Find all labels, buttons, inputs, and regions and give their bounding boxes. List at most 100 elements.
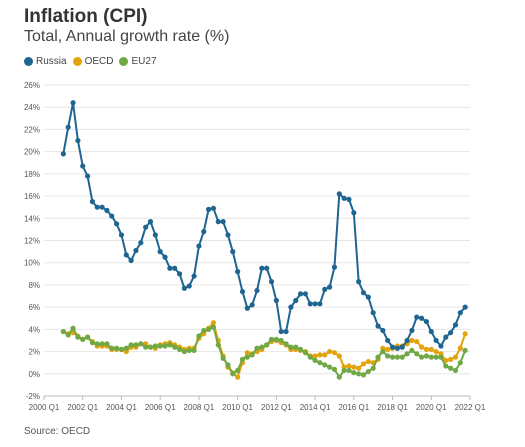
data-point-russia xyxy=(283,328,289,335)
data-point-eu27 xyxy=(452,367,459,374)
data-point-eu27 xyxy=(322,362,328,368)
data-point-russia xyxy=(172,265,178,271)
data-point-eu27 xyxy=(89,340,96,346)
data-point-russia xyxy=(210,205,217,211)
data-point-russia xyxy=(264,265,270,271)
data-point-russia xyxy=(370,310,376,316)
data-point-russia xyxy=(433,337,439,344)
data-point-eu27 xyxy=(418,354,425,360)
data-point-eu27 xyxy=(414,351,420,357)
data-point-eu27 xyxy=(99,341,105,347)
data-point-oecd xyxy=(457,345,463,351)
data-point-eu27 xyxy=(239,356,246,362)
data-point-russia xyxy=(80,163,86,169)
data-point-eu27 xyxy=(448,365,454,371)
data-point-russia xyxy=(118,232,125,238)
y-tick-label: 0% xyxy=(28,370,40,379)
data-point-eu27 xyxy=(123,345,129,351)
y-tick-label: 20% xyxy=(24,148,40,157)
data-point-eu27 xyxy=(128,342,134,348)
data-point-russia xyxy=(389,344,396,350)
data-point-russia xyxy=(215,219,221,225)
y-tick-label: 24% xyxy=(24,103,40,112)
data-point-russia xyxy=(167,265,173,271)
data-point-eu27 xyxy=(191,347,197,354)
data-point-russia xyxy=(147,219,154,225)
data-point-eu27 xyxy=(380,348,386,355)
data-point-russia xyxy=(302,291,309,297)
data-point-russia xyxy=(317,301,323,307)
data-point-eu27 xyxy=(181,348,187,355)
data-point-russia xyxy=(205,206,212,212)
data-point-russia xyxy=(293,297,299,304)
data-point-eu27 xyxy=(336,374,342,380)
x-tick-label: 2018 Q1 xyxy=(377,403,408,412)
data-point-oecd xyxy=(312,353,318,359)
data-point-eu27 xyxy=(235,367,241,374)
y-tick-label: 6% xyxy=(28,303,40,312)
data-point-oecd xyxy=(360,361,367,367)
data-point-eu27 xyxy=(84,334,91,340)
data-point-russia xyxy=(186,283,192,289)
data-point-russia xyxy=(336,191,342,197)
data-point-eu27 xyxy=(375,354,381,360)
data-point-eu27 xyxy=(341,367,347,374)
data-point-eu27 xyxy=(360,372,367,378)
data-point-russia xyxy=(307,301,313,307)
data-point-russia xyxy=(138,240,144,246)
y-tick-label: 14% xyxy=(24,214,40,223)
data-point-russia xyxy=(394,345,400,351)
x-tick-label: 2004 Q1 xyxy=(106,403,137,412)
y-tick-label: 2% xyxy=(28,348,40,357)
data-point-eu27 xyxy=(118,346,125,352)
data-point-oecd xyxy=(385,346,391,352)
data-point-russia xyxy=(65,124,71,130)
data-point-eu27 xyxy=(157,343,163,349)
data-point-eu27 xyxy=(109,345,115,351)
series-line-russia xyxy=(62,101,466,350)
y-tick-label: 8% xyxy=(28,281,40,290)
data-point-russia xyxy=(365,294,371,300)
data-point-eu27 xyxy=(399,354,405,360)
data-point-eu27 xyxy=(288,344,294,350)
x-tick-label: 2006 Q1 xyxy=(145,403,176,412)
data-point-eu27 xyxy=(259,344,265,350)
data-point-oecd xyxy=(356,365,362,371)
data-point-eu27 xyxy=(133,342,139,348)
legend-swatch-oecd xyxy=(72,57,82,66)
x-tick-label: 2012 Q1 xyxy=(261,403,292,412)
legend-item-oecd[interactable]: OECD xyxy=(72,56,113,67)
y-tick-label: 22% xyxy=(24,125,40,134)
data-point-oecd xyxy=(409,337,415,344)
data-point-russia xyxy=(235,269,241,275)
legend-item-eu27[interactable]: EU27 xyxy=(119,56,157,67)
data-point-eu27 xyxy=(230,371,236,377)
data-point-oecd xyxy=(235,374,241,380)
data-point-russia xyxy=(99,204,105,210)
data-point-russia xyxy=(346,196,352,202)
data-point-eu27 xyxy=(423,353,430,359)
data-point-russia xyxy=(89,199,96,205)
legend-swatch-russia xyxy=(24,57,33,66)
data-point-oecd xyxy=(418,344,425,350)
legend-item-russia[interactable]: Russia xyxy=(24,56,67,67)
data-point-eu27 xyxy=(186,347,192,354)
data-point-eu27 xyxy=(220,355,226,361)
data-point-russia xyxy=(176,271,183,277)
data-point-russia xyxy=(297,291,304,297)
data-point-russia xyxy=(249,302,255,308)
data-point-russia xyxy=(385,337,391,344)
data-point-eu27 xyxy=(205,326,212,332)
data-point-russia xyxy=(75,137,81,144)
data-point-russia xyxy=(128,257,134,264)
chart-subtitle: Total, Annual growth rate (%) xyxy=(24,28,230,45)
data-point-russia xyxy=(84,173,91,179)
data-point-oecd xyxy=(346,363,352,369)
data-point-russia xyxy=(351,210,357,216)
data-point-eu27 xyxy=(75,334,81,340)
y-tick-label: 26% xyxy=(24,81,40,90)
data-point-russia xyxy=(268,279,275,285)
data-point-russia xyxy=(123,252,129,258)
data-point-eu27 xyxy=(264,342,270,348)
